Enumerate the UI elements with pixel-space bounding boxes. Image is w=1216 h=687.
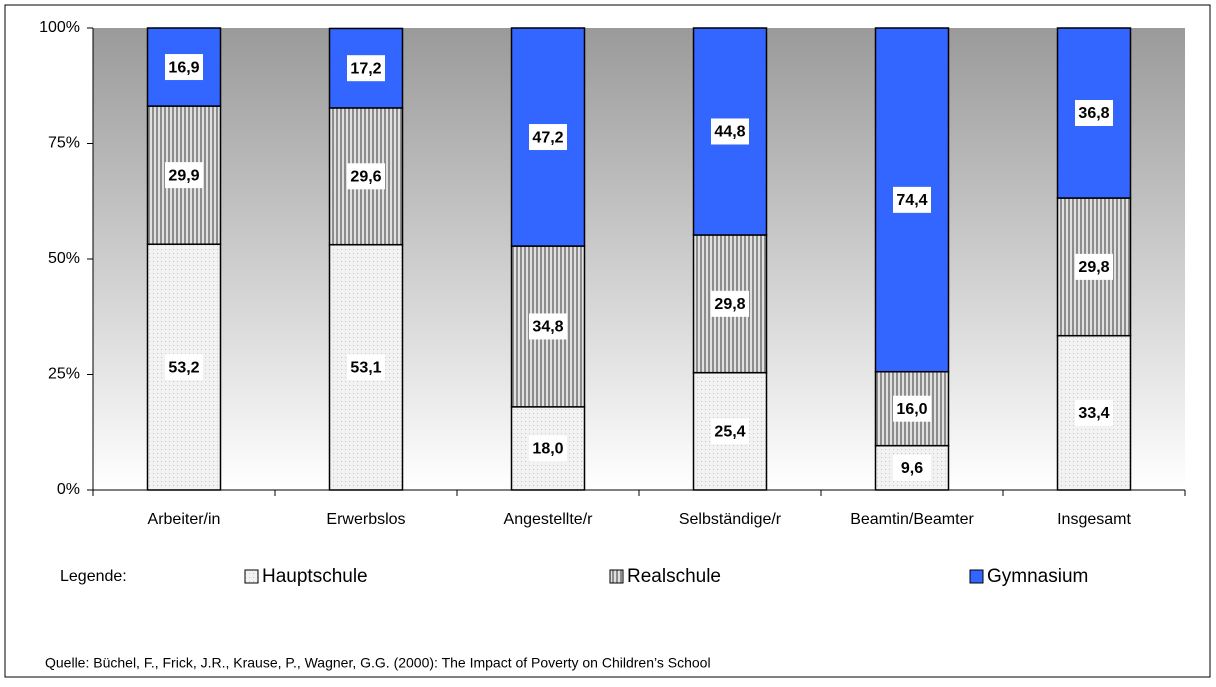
value-label-box bbox=[347, 163, 385, 190]
value-label-box bbox=[711, 418, 749, 445]
value-label: 16,9 bbox=[168, 59, 199, 76]
value-label: 74,4 bbox=[896, 192, 927, 209]
legend-swatch bbox=[244, 569, 259, 584]
plot-area bbox=[93, 28, 1185, 490]
x-tick-label: Selbständige/r bbox=[679, 511, 782, 528]
legend-label: Realschule bbox=[627, 566, 721, 587]
value-label: 34,8 bbox=[532, 319, 563, 336]
legend-title: Legende: bbox=[60, 568, 127, 585]
value-label: 44,8 bbox=[714, 124, 745, 141]
value-label-box bbox=[165, 162, 203, 189]
y-tick-label: 75% bbox=[48, 135, 80, 152]
x-tick-label: Erwerbslos bbox=[326, 511, 405, 528]
value-label-box bbox=[1075, 399, 1113, 426]
source: Quelle: Büchel, F., Frick, J.R., Krause,… bbox=[45, 655, 711, 671]
y-tick-label: 50% bbox=[48, 250, 80, 267]
legend-swatch bbox=[609, 569, 624, 584]
value-label: 18,0 bbox=[532, 441, 563, 458]
value-label: 17,2 bbox=[350, 60, 381, 77]
y-tick-label: 25% bbox=[48, 366, 80, 383]
x-tick-label: Angestellte/r bbox=[504, 511, 594, 528]
value-label-box bbox=[347, 354, 385, 381]
x-tick-label: Beamtin/Beamter bbox=[850, 511, 974, 528]
value-label-box bbox=[1075, 253, 1113, 280]
y-tick-label: 0% bbox=[57, 481, 80, 498]
value-label-box bbox=[1075, 100, 1113, 127]
value-label: 9,6 bbox=[901, 460, 923, 477]
value-label: 36,8 bbox=[1078, 105, 1109, 122]
value-label: 29,8 bbox=[714, 296, 745, 313]
value-label: 25,4 bbox=[714, 424, 745, 441]
value-label: 53,1 bbox=[350, 360, 381, 377]
value-label: 29,8 bbox=[1078, 259, 1109, 276]
value-label-box bbox=[529, 435, 567, 462]
value-label: 16,0 bbox=[896, 401, 927, 418]
value-label: 29,6 bbox=[350, 169, 381, 186]
value-label-box bbox=[165, 54, 203, 81]
value-label: 47,2 bbox=[532, 129, 563, 146]
value-label-box bbox=[893, 395, 931, 422]
value-label: 29,9 bbox=[168, 167, 199, 184]
value-label: 33,4 bbox=[1078, 405, 1109, 422]
legend-label: Hauptschule bbox=[262, 566, 368, 587]
value-label-box bbox=[165, 354, 203, 381]
value-label-box bbox=[529, 313, 567, 340]
value-label: 53,2 bbox=[168, 359, 199, 376]
legend-label: Gymnasium bbox=[987, 566, 1088, 587]
y-tick-label: 100% bbox=[39, 19, 80, 36]
value-label-box bbox=[711, 290, 749, 317]
x-tick-label: Arbeiter/in bbox=[148, 511, 221, 528]
value-label-box bbox=[347, 55, 385, 82]
value-label-box bbox=[529, 124, 567, 151]
value-label-box bbox=[711, 118, 749, 145]
legend-swatch bbox=[969, 569, 984, 584]
x-tick-label: Insgesamt bbox=[1057, 511, 1131, 528]
value-label-box bbox=[893, 186, 931, 213]
bar-segment bbox=[874, 444, 950, 491]
value-label-box bbox=[893, 454, 931, 481]
